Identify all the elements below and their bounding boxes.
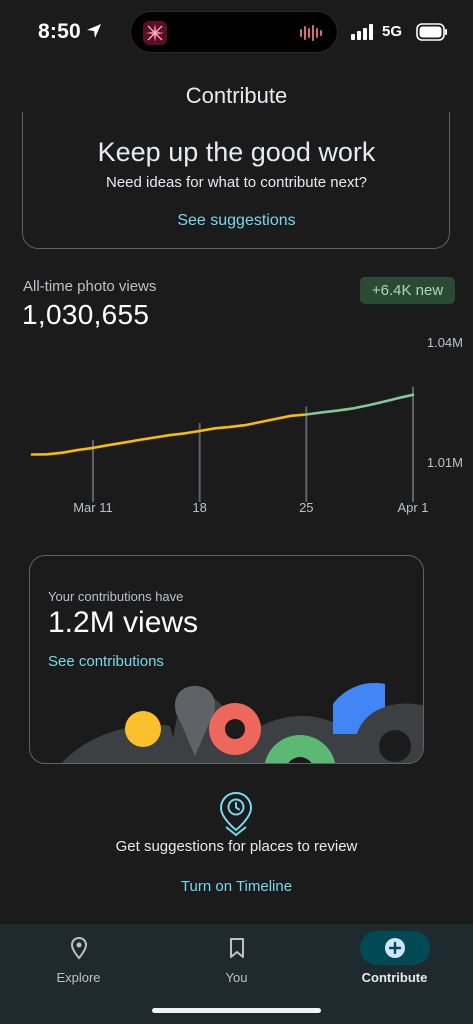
chart-x-tick-label: 18 [192, 500, 206, 515]
nav-contribute[interactable]: Contribute [316, 924, 473, 1004]
chart-y-tick-label: 1.04M [427, 335, 463, 350]
photo-views-label: All-time photo views [23, 278, 157, 295]
chart-x-tick-label: Mar 11 [73, 500, 113, 515]
chart-x-tick-label: Apr 1 [397, 500, 428, 515]
timeline-suggestion-text: Get suggestions for places to review [115, 838, 358, 855]
battery-icon [416, 23, 447, 41]
see-suggestions-link[interactable]: See suggestions [177, 212, 296, 229]
app-activity-icon [143, 21, 167, 45]
see-contributions-link[interactable]: See contributions [48, 653, 164, 670]
network-type: 5G [382, 23, 403, 40]
contributions-card[interactable]: Your contributions have 1.2M views See c… [29, 555, 424, 764]
location-pin-icon [70, 936, 87, 960]
contributions-label: Your contributions have [48, 589, 184, 604]
status-bar: 8:50 5G [0, 0, 473, 62]
nav-explore-label: Explore [56, 970, 101, 985]
photo-views-value: 1,030,655 [22, 299, 150, 330]
chart-x-tick-label: 25 [299, 500, 313, 515]
nav-you[interactable]: You [158, 924, 315, 1004]
cellular-signal-icon [351, 24, 373, 40]
chart-y-tick-label: 1.01M [427, 455, 463, 470]
status-time: 8:50 [38, 20, 81, 43]
bottom-navigation: Explore You Contribute [0, 924, 473, 1024]
add-circle-icon [384, 938, 405, 958]
bookmark-icon [229, 938, 244, 958]
suggestions-card-title: Keep up the good work [97, 137, 376, 167]
audio-waveform-icon [300, 25, 322, 41]
contributions-illustration [61, 682, 423, 763]
chart-line-new [305, 393, 415, 416]
nav-explore[interactable]: Explore [0, 924, 157, 1004]
location-arrow-icon [87, 24, 101, 38]
timeline-history-icon [219, 791, 253, 837]
nav-you-label: You [225, 970, 248, 985]
suggestions-card [22, 112, 450, 249]
nav-contribute-label: Contribute [361, 970, 428, 985]
new-views-badge: +6.4K new [360, 277, 455, 304]
chart-line-past [30, 413, 308, 456]
home-indicator [152, 1008, 321, 1013]
dynamic-island [130, 11, 338, 53]
page-title: Contribute [185, 83, 288, 108]
contributions-views-value: 1.2M views [48, 606, 199, 639]
photo-views-chart: Mar 11 18 25 Apr 1 1.04M 1.01M [30, 335, 463, 515]
suggestions-card-subtitle: Need ideas for what to contribute next? [106, 174, 367, 191]
turn-on-timeline-link[interactable]: Turn on Timeline [180, 878, 293, 895]
